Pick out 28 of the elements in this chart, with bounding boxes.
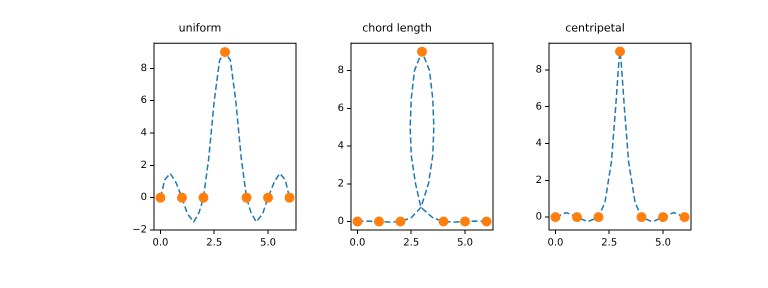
y-tick-label: 2 [338,178,344,190]
y-tick-label: 8 [338,65,344,76]
y-tick-label: 2 [140,160,147,171]
x-tick-label: 0.0 [350,238,366,249]
y-tick-label: 8 [140,62,147,74]
x-tick-label: 5.0 [655,238,671,249]
x-tick-label: 0.0 [548,238,564,249]
x-tick-label: 2.5 [206,238,222,249]
y-tick-label: 4 [338,140,344,152]
x-tick-label: 2.5 [403,238,420,249]
y-tick-label: 4 [536,138,542,150]
y-tick-label: 0 [140,192,147,204]
x-tick-label: 5.0 [457,238,473,249]
y-tick-label: −2 [132,224,147,236]
y-tick-label: 0 [338,216,344,228]
y-tick-label: 8 [536,64,542,76]
y-tick-label: 0 [536,212,542,223]
chart-title: uniform [178,21,222,34]
y-tick-label: 6 [338,102,344,114]
chart-title: centripetal [565,21,625,34]
x-tick-label: 5.0 [260,238,276,249]
y-tick-label: 6 [140,95,147,106]
y-tick-label: 4 [140,128,147,139]
y-tick-label: 2 [536,174,542,186]
chart-title: chord length [362,21,432,34]
x-tick-label: 0.0 [152,238,168,249]
y-tick-label: 6 [536,101,542,112]
x-tick-label: 2.5 [601,238,618,249]
